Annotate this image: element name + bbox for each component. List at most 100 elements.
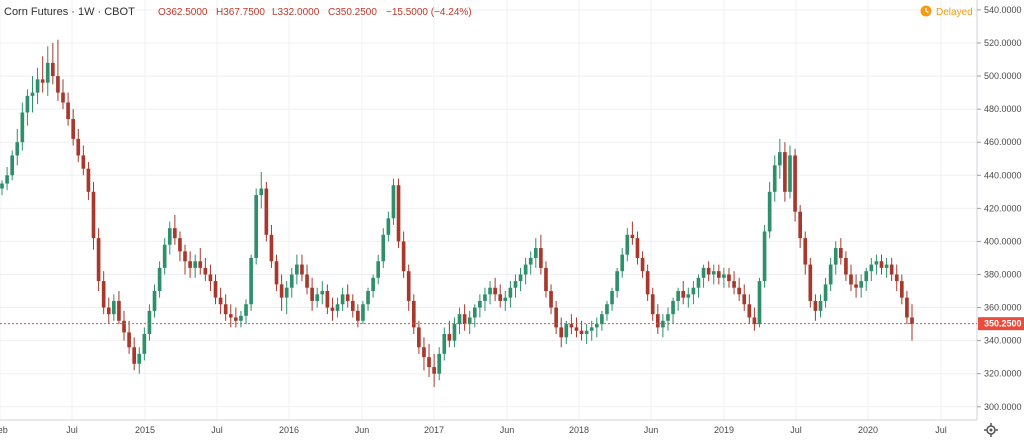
candle-body: [844, 257, 848, 275]
candle: [315, 287, 320, 308]
candle-body: [361, 304, 365, 321]
candle-body: [10, 155, 14, 176]
candle: [894, 264, 899, 292]
candle: [142, 327, 147, 361]
delayed-badge[interactable]: Delayed: [920, 5, 973, 19]
candle: [615, 267, 619, 298]
x-tick-label: Jun: [500, 425, 515, 435]
candle: [244, 299, 248, 325]
candle: [259, 171, 264, 209]
candle-body: [905, 297, 909, 318]
candle: [884, 257, 889, 278]
candle: [661, 314, 665, 338]
candle: [788, 145, 792, 199]
candle: [625, 228, 630, 262]
candle-body: [178, 238, 182, 252]
candle-body: [234, 317, 238, 321]
time-axis[interactable]: Feb Jul 2015 Jul 2016 Jun 2017 Jun 2018 Jun 2019 Ju…: [0, 425, 947, 435]
candle: [10, 150, 14, 181]
candle: [686, 287, 691, 308]
candle-body: [183, 251, 187, 262]
candle: [350, 294, 355, 318]
candle-body: [45, 62, 50, 83]
candle-body: [706, 267, 711, 275]
candle-body: [696, 277, 701, 288]
candle-body: [452, 324, 457, 341]
candle: [330, 297, 335, 321]
candle-body: [544, 267, 548, 292]
candle-body: [813, 300, 818, 311]
candle-body: [549, 291, 553, 308]
candle-body: [681, 291, 686, 298]
candle: [467, 310, 472, 335]
candle-body: [391, 185, 396, 219]
candle-body: [533, 248, 538, 258]
candle: [767, 181, 772, 239]
candle: [457, 307, 462, 335]
candle-body: [788, 155, 792, 192]
y-tick-label: 500.0000: [984, 71, 1022, 81]
candle-body: [244, 304, 248, 316]
candle: [249, 254, 253, 311]
price-axis[interactable]: 300.0000 320.0000 340.0000 360.0000 380.0000…: [977, 5, 1022, 412]
candle-body: [686, 294, 691, 298]
candle: [178, 231, 182, 262]
candle-body: [96, 238, 101, 282]
candle: [396, 178, 401, 249]
candle-body: [752, 317, 757, 325]
x-tick-label: Jul: [211, 425, 223, 435]
candle: [223, 294, 228, 321]
candle-body: [86, 168, 91, 192]
candle: [757, 277, 762, 328]
settings-gear-icon[interactable]: [984, 423, 998, 437]
candle-body: [325, 291, 330, 308]
candle: [569, 314, 574, 335]
candle-body: [203, 267, 208, 275]
delayed-label: Delayed: [936, 7, 973, 18]
candle-body: [600, 314, 604, 325]
candle-body: [803, 238, 808, 265]
candle: [793, 148, 797, 222]
open-value: O362.5000: [158, 7, 208, 18]
candle-body: [793, 155, 797, 212]
candle: [747, 294, 752, 325]
candle: [340, 287, 345, 311]
candle-body: [320, 291, 325, 295]
candle: [401, 231, 406, 278]
candle-body: [142, 334, 147, 354]
candle: [564, 320, 569, 344]
candle: [279, 274, 284, 311]
candle-body: [508, 287, 513, 298]
candle-body: [676, 291, 680, 301]
candle: [523, 257, 528, 285]
candle: [132, 337, 137, 371]
candle-body: [295, 264, 299, 275]
x-tick-label: Jun: [355, 425, 370, 435]
x-tick-label: 2017: [424, 425, 444, 435]
candle-body: [264, 188, 269, 235]
candle: [518, 267, 523, 292]
x-tick-label: Jul: [935, 425, 947, 435]
candle: [40, 56, 45, 93]
candle-body: [117, 300, 121, 321]
candle: [808, 257, 813, 308]
candle-body: [71, 119, 76, 139]
candle: [157, 261, 162, 298]
candle-body: [513, 281, 518, 288]
candle: [828, 257, 833, 292]
candle: [528, 251, 533, 275]
candle: [284, 281, 289, 315]
candle-body: [889, 264, 894, 275]
candle-body: [406, 271, 411, 301]
candle-body: [137, 353, 142, 364]
candle: [671, 297, 675, 325]
candle: [208, 264, 213, 292]
y-tick-label: 440.0000: [984, 170, 1022, 180]
candle-body: [569, 324, 574, 328]
candle: [86, 162, 91, 201]
x-tick-label: 2015: [135, 425, 155, 435]
candle-body: [239, 315, 243, 321]
candle: [386, 211, 391, 242]
candle-body: [15, 142, 20, 156]
